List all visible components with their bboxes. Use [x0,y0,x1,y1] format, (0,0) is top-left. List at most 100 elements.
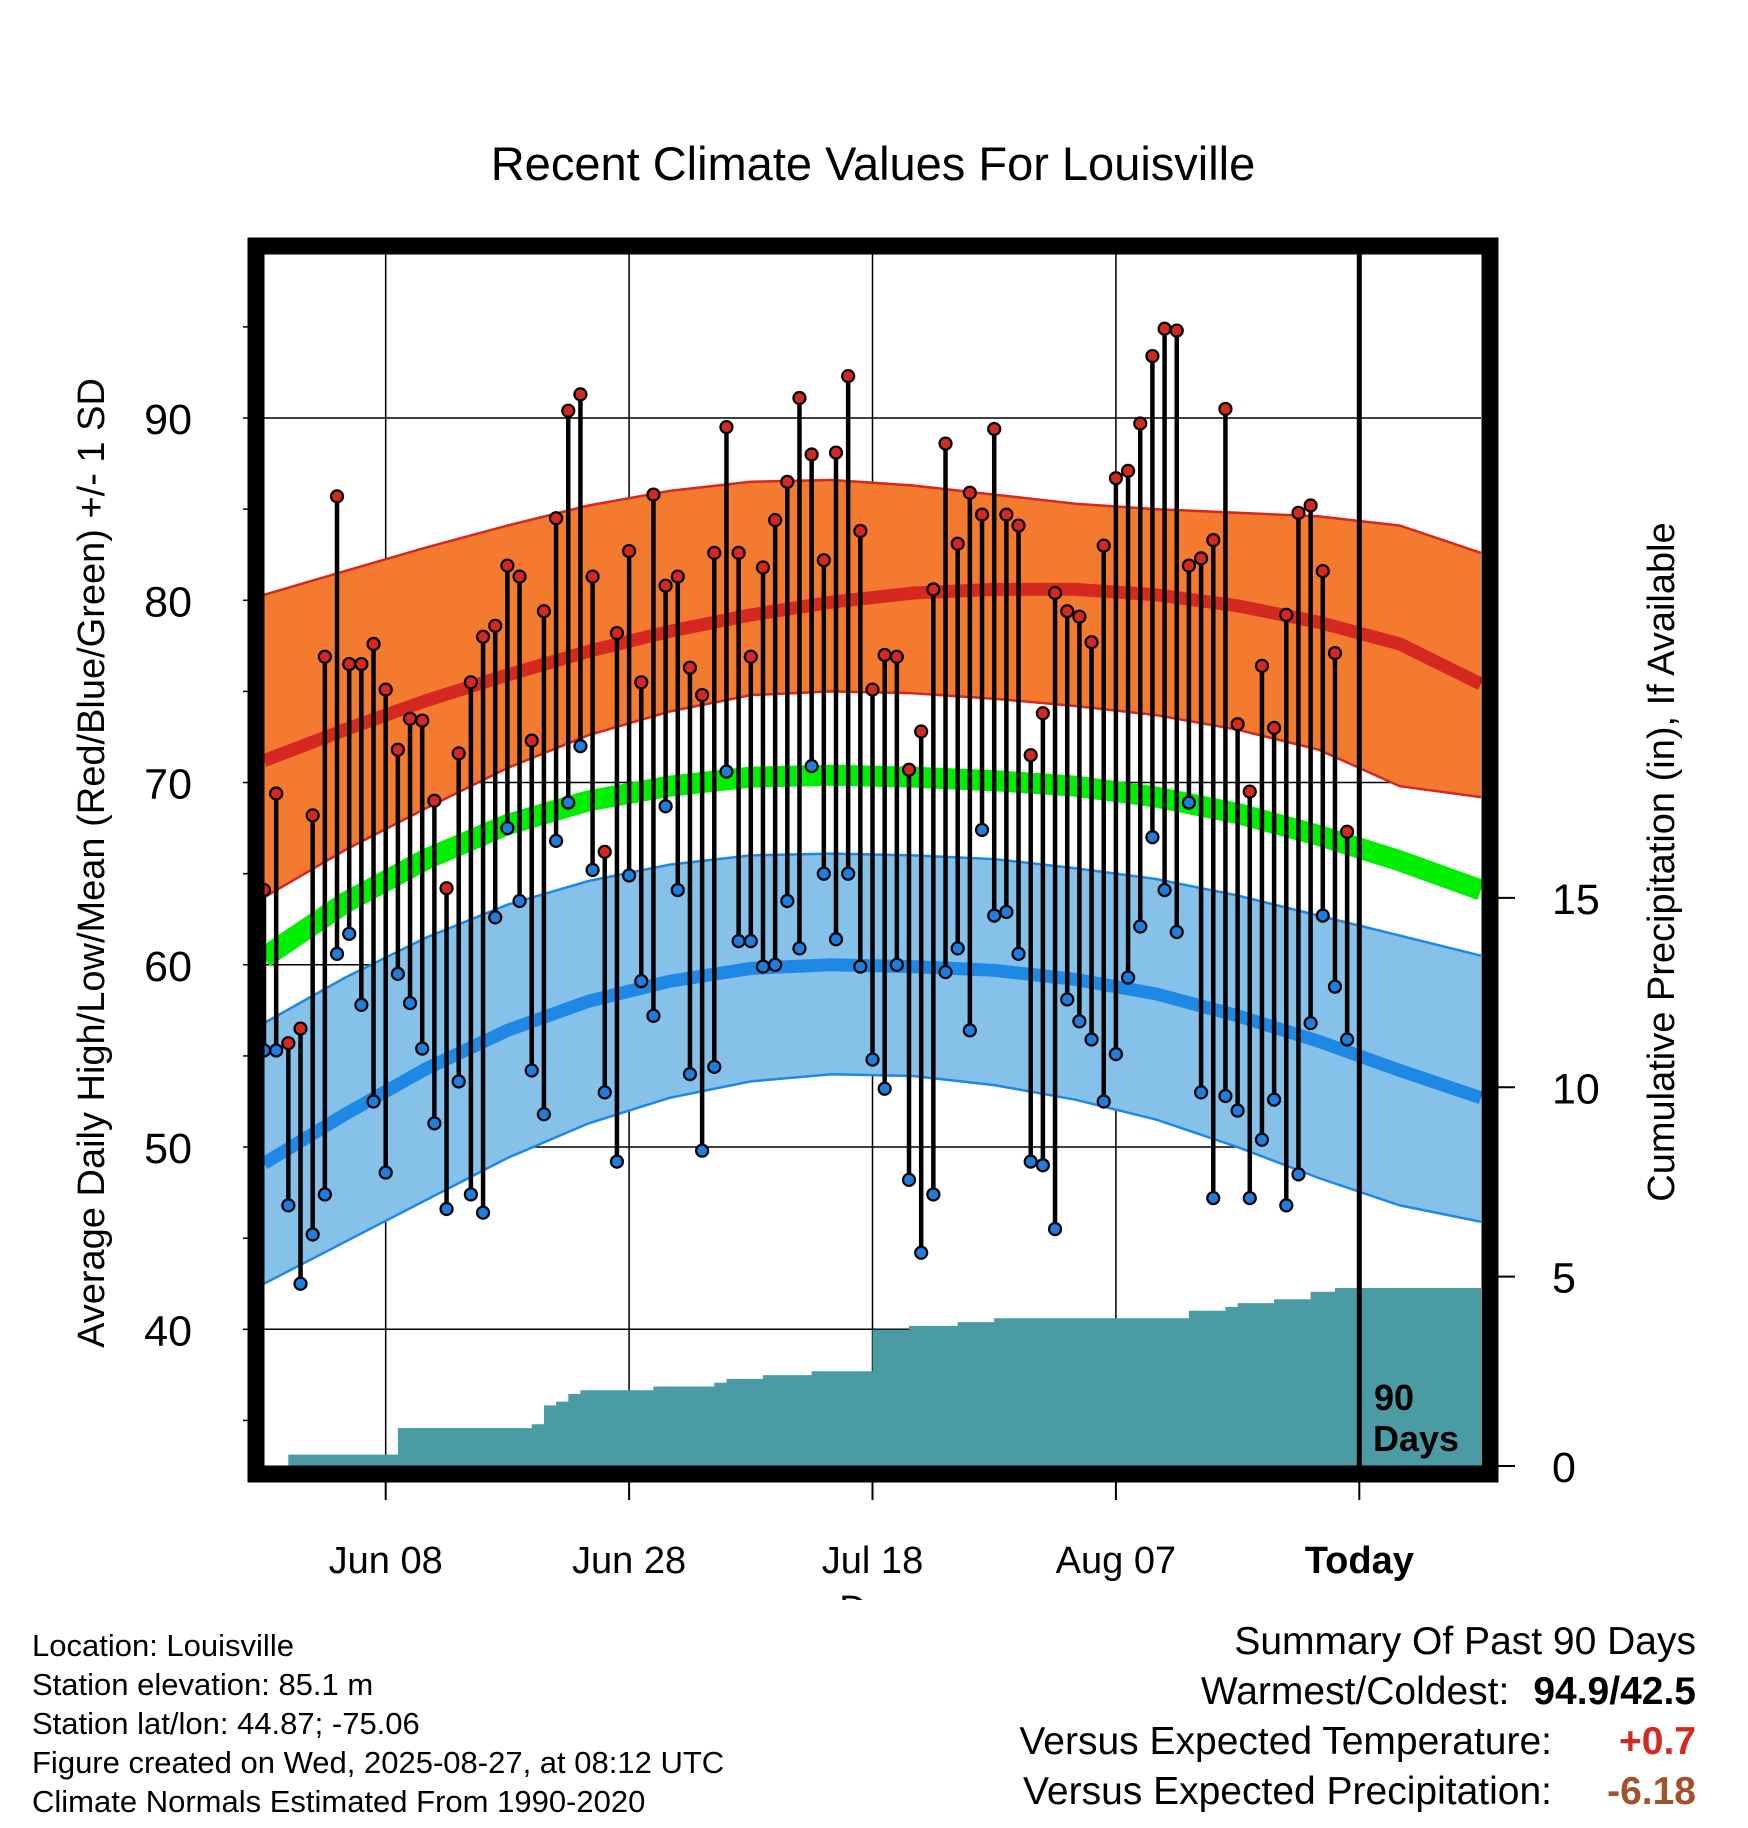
high-marker [804,447,819,462]
summary-panel: Summary Of Past 90 Days Warmest/Coldest:… [1019,1617,1696,1817]
high-marker [512,569,527,584]
y2-tick-label: 0 [1552,1444,1576,1492]
high-marker [488,618,503,633]
low-marker [646,1008,661,1023]
low-marker [780,893,795,909]
low-marker [731,934,746,949]
high-marker [670,569,685,584]
x-tick-label: Jul 18 [822,1540,923,1582]
low-marker [1084,1032,1099,1047]
warmest-label: Warmest/Coldest: [1200,1670,1510,1713]
high-marker [269,786,284,801]
low-marker [926,1187,941,1202]
low-marker [853,959,868,974]
high-marker [841,369,856,384]
high-sd-upper-edge [263,478,1482,596]
low-marker [1218,1088,1233,1104]
low-marker [889,957,904,972]
low-marker [269,1043,284,1058]
low-marker [463,1187,478,1202]
low-marker [962,1023,977,1038]
high-marker [1267,720,1282,735]
high-marker [621,543,637,559]
low-marker [901,1172,917,1187]
low-marker [342,926,357,941]
cumulative-precip-area [264,1288,1481,1466]
high-marker [877,647,892,663]
normals-text: Climate Normals Estimated From 1990-2020 [32,1784,646,1819]
temp-label: Versus Expected Temperature: [1019,1720,1552,1763]
low-marker [329,946,345,961]
high-marker [743,649,758,664]
high-marker [500,558,515,573]
low-marker [1315,908,1330,923]
x-axis-label: Day [839,1589,907,1600]
high-marker [1218,401,1233,417]
x-tick-label: Today [1305,1540,1414,1582]
low-marker [1193,1085,1209,1100]
low-marker [816,866,831,881]
low-marker [1157,882,1172,898]
low-marker [1133,919,1148,934]
high-marker [1084,635,1099,650]
low-marker [792,941,807,956]
window-label-line2: Days [1373,1418,1459,1459]
low-marker [366,1094,381,1109]
low-marker [1120,970,1136,985]
summary-precip-row: Versus Expected Precipitation: -6.18 [1019,1767,1696,1817]
warmest-value: 94.9/42.5 [1533,1670,1696,1713]
high-marker [1108,471,1124,486]
elevation-text: Station elevation: 85.1 m [32,1667,374,1702]
low-marker [451,1074,466,1089]
high-marker [329,489,345,504]
high-marker [1193,551,1209,566]
low-marker [427,1116,442,1131]
y2-tick-label: 15 [1552,876,1600,924]
low-marker [1206,1190,1221,1206]
low-marker [317,1187,332,1202]
high-marker [451,746,466,761]
high-marker [682,660,698,675]
high-marker [573,387,588,402]
high-marker [463,675,478,690]
low-marker [695,1143,710,1158]
low-marker [1303,1016,1318,1031]
low-marker [987,908,1002,923]
low-marker [1072,1014,1087,1029]
daily-ranges [261,328,1350,1284]
high-marker [548,511,564,526]
high-marker [305,808,320,823]
low-marker [561,795,576,810]
high-marker [1327,646,1343,661]
low-marker [585,862,600,878]
low-marker [682,1067,698,1082]
high-marker [755,560,771,575]
high-marker [1145,348,1160,364]
low-marker [488,910,503,925]
low-marker [841,866,856,881]
low-marker [390,966,405,982]
high-marker [999,507,1014,522]
high-marker [354,656,369,672]
high-marker [1254,658,1270,673]
high-marker [707,545,722,560]
daily-markers [256,321,1355,1291]
low-marker [1047,1221,1063,1237]
high-marker [342,656,357,672]
high-marker [536,604,552,619]
high-marker [914,724,929,739]
y2-axis-label: Cumulative Precipitation (in), If Availa… [1641,522,1683,1201]
high-marker [658,578,673,593]
high-marker [1133,416,1148,431]
high-marker [889,649,904,664]
y-tick-label: 60 [144,943,192,991]
high-marker [427,793,442,808]
low-marker [950,941,965,956]
low-marker [548,833,564,848]
low-marker [670,882,685,898]
summary-temp-row: Versus Expected Temperature: +0.7 [1019,1717,1696,1767]
high-marker [1315,564,1330,579]
high-marker [1279,607,1294,622]
high-marker [366,636,381,652]
x-tick-label: Jun 28 [572,1540,686,1582]
